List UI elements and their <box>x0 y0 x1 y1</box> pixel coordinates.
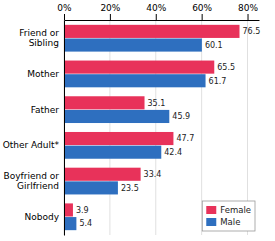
x-tick: 80% <box>238 3 258 20</box>
bar-series <box>64 25 240 217</box>
y-tick: Friend orSibling <box>19 28 59 48</box>
legend-swatch <box>206 218 216 226</box>
y-axis-line <box>64 21 65 236</box>
x-tick: 40% <box>146 3 166 20</box>
data-label: 47.7 <box>176 134 194 143</box>
y-tick-label: Boyfriend orGirlfriend <box>4 171 60 191</box>
y-tick: Other Adult* <box>3 140 60 150</box>
x-tick: 20% <box>100 3 120 20</box>
bar <box>64 168 141 181</box>
x-tick-label: 80% <box>238 3 258 13</box>
legend-item: Female <box>206 205 251 215</box>
bar-series <box>64 38 206 230</box>
grid-line <box>109 20 110 235</box>
grid-line <box>64 20 65 235</box>
chart: 76.5 65.5 35.1 47.7 33.4 3.9 60.1 61.7 45.9 42.4 2… <box>0 0 275 241</box>
x-tick: 0% <box>57 3 72 20</box>
data-labels: 76.5 65.5 35.1 47.7 33.4 3.9 60.1 61.7 45.9 42.4 2… <box>76 27 260 228</box>
data-label: 42.4 <box>164 148 182 157</box>
x-tick-mark <box>64 14 65 20</box>
bar <box>64 61 214 74</box>
y-tick-label: Friend orSibling <box>19 28 59 48</box>
x-tick-mark <box>248 14 249 20</box>
bars <box>64 25 240 230</box>
data-label: 60.1 <box>205 41 223 50</box>
legend: Female Male <box>202 201 255 231</box>
data-label: 33.4 <box>144 170 162 179</box>
legend-box <box>202 201 255 231</box>
x-tick-mark <box>156 14 157 20</box>
x-tick-label: 0% <box>57 3 72 13</box>
data-label: 23.5 <box>121 184 139 193</box>
x-tick-label: 60% <box>192 3 212 13</box>
legend-label: Male <box>220 217 240 227</box>
bar <box>64 74 206 87</box>
bar <box>64 203 73 216</box>
bar <box>64 96 145 109</box>
legend-label: Female <box>220 205 251 215</box>
data-label: 5.4 <box>79 219 92 228</box>
y-tick-label: Father <box>31 105 60 115</box>
plot: 76.5 65.5 35.1 47.7 33.4 3.9 60.1 61.7 45.9 42.4 2… <box>3 3 261 236</box>
grid-line <box>155 20 156 235</box>
y-tick: Mother <box>27 69 59 79</box>
x-axis-line <box>65 20 260 21</box>
bar <box>64 38 202 51</box>
legend-item: Male <box>206 217 240 227</box>
data-label: 76.5 <box>243 27 261 36</box>
x-tick: 60% <box>192 3 212 20</box>
data-label: 45.9 <box>172 112 190 121</box>
data-label: 61.7 <box>209 77 227 86</box>
bar <box>64 217 76 230</box>
y-tick-label: Mother <box>27 69 59 79</box>
data-label: 65.5 <box>217 63 235 72</box>
bar <box>64 132 173 145</box>
y-tick-label: Nobody <box>25 212 60 222</box>
legend-swatch <box>206 206 216 214</box>
x-tick-mark <box>202 14 203 20</box>
data-label: 35.1 <box>148 99 166 108</box>
y-axis: Friend orSibling Mother Father Other Adult*… <box>3 21 65 236</box>
x-tick-mark <box>110 14 111 20</box>
y-tick: Father <box>31 105 60 115</box>
y-tick-label: Other Adult* <box>3 140 60 150</box>
x-axis: 0% 20% 40% 60% 80% <box>57 3 259 21</box>
bar <box>64 146 161 159</box>
bar <box>64 181 118 194</box>
bar <box>64 25 240 38</box>
x-tick-label: 20% <box>100 3 120 13</box>
bar <box>64 110 169 123</box>
y-tick: Boyfriend orGirlfriend <box>4 171 60 191</box>
data-label: 3.9 <box>76 206 89 215</box>
y-tick: Nobody <box>25 212 60 222</box>
x-tick-label: 40% <box>146 3 166 13</box>
